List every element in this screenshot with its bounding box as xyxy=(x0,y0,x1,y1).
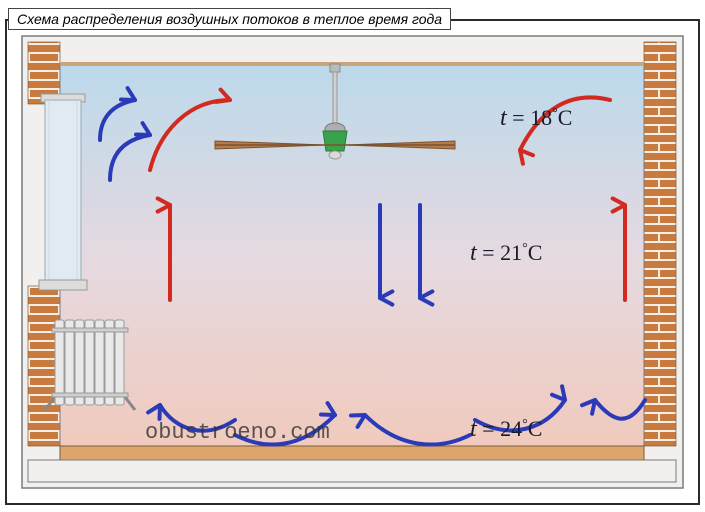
temperature-label: t = 21°C xyxy=(470,240,542,266)
floor xyxy=(60,446,644,460)
floor-slab xyxy=(28,460,676,482)
radiator xyxy=(45,320,135,410)
temperature-label: t = 18°C xyxy=(500,105,572,131)
watermark: obustroeno.com xyxy=(145,420,330,445)
diagram-title: Схема распределения воздушных потоков в … xyxy=(8,8,451,30)
window xyxy=(39,94,87,290)
airflow-diagram: t = 18°C t = 21°C t = 24°C obustroeno.com xyxy=(0,0,705,512)
brick-right xyxy=(644,42,676,446)
temperature-label: t = 24°C xyxy=(470,416,542,442)
room-interior xyxy=(60,64,644,446)
